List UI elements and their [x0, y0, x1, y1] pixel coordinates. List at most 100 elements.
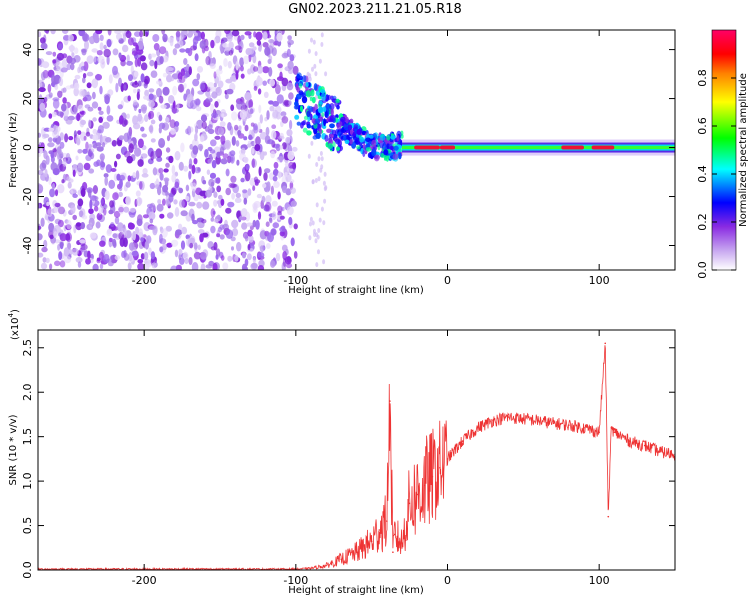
noise-cell — [89, 195, 97, 201]
noise-cell — [51, 74, 56, 85]
noise-cell — [225, 168, 230, 177]
noise-cell — [194, 53, 199, 62]
noise-cell — [166, 212, 174, 219]
noise-cell — [179, 48, 186, 53]
noise-cell — [215, 68, 223, 75]
noise-cell — [252, 54, 257, 64]
noise-cell — [149, 218, 154, 224]
noise-cell — [144, 240, 149, 250]
noise-cell — [84, 94, 92, 102]
noise-cell — [45, 30, 50, 35]
noise-cell — [77, 149, 83, 154]
y-tick-label: 0 — [21, 144, 34, 151]
transition-cell — [327, 143, 333, 150]
noise-cell — [265, 201, 272, 212]
noise-cell — [210, 39, 215, 49]
noise-cell — [162, 185, 169, 193]
noise-cell — [38, 202, 41, 209]
noise-cell — [40, 71, 46, 81]
noise-cell — [150, 251, 156, 260]
noise-cell — [286, 82, 294, 91]
noise-cell — [189, 99, 198, 110]
noise-cell — [112, 238, 117, 247]
transition-cell — [371, 139, 377, 147]
noise-cell — [170, 265, 178, 270]
noise-cell — [92, 117, 97, 122]
transition-cell — [359, 136, 365, 143]
noise-cell — [267, 58, 272, 64]
transition-cell — [343, 134, 347, 141]
noise-cell — [235, 70, 239, 80]
transition-cell — [305, 90, 312, 98]
noise-cell — [82, 77, 86, 84]
snr-point — [325, 564, 327, 567]
transition-cell — [396, 135, 400, 142]
noise-cell — [120, 59, 126, 67]
noise-cell — [59, 260, 66, 268]
noise-cell — [144, 114, 149, 122]
transition-cell — [331, 129, 337, 135]
noise-cell — [219, 121, 226, 127]
noise-cell — [315, 162, 319, 167]
noise-cell — [54, 260, 61, 267]
noise-cell — [72, 214, 77, 221]
noise-cell — [173, 185, 180, 191]
snr-point — [659, 450, 661, 453]
noise-cell — [277, 135, 285, 140]
transition-cell — [302, 127, 308, 133]
snr-point — [461, 440, 464, 442]
noise-cell — [86, 82, 92, 89]
noise-cell — [199, 252, 207, 260]
noise-cell — [91, 48, 98, 53]
snr-scale-label: (x10 — [10, 317, 21, 340]
noise-cell — [76, 162, 84, 173]
noise-cell — [178, 248, 183, 256]
noise-cell — [172, 48, 178, 56]
transition-cell — [340, 116, 346, 123]
noise-cell — [156, 156, 163, 162]
noise-cell — [247, 253, 252, 261]
noise-cell — [137, 159, 144, 167]
snr-point — [386, 520, 388, 522]
noise-cell — [126, 113, 130, 119]
transition-cell — [322, 106, 327, 113]
noise-cell — [185, 48, 191, 54]
noise-cell — [222, 153, 229, 159]
noise-cell — [52, 97, 60, 102]
transition-cell — [371, 148, 377, 157]
noise-cell — [119, 237, 125, 247]
noise-cell — [127, 262, 132, 270]
snr-point — [610, 426, 613, 429]
transition-cell — [379, 133, 386, 141]
noise-cell — [129, 207, 136, 213]
noise-cell — [250, 122, 255, 127]
noise-cell — [255, 219, 260, 230]
noise-cell — [253, 85, 258, 91]
noise-cell — [65, 85, 72, 90]
noise-cell — [235, 60, 239, 71]
noise-cell — [236, 241, 242, 252]
noise-cell — [87, 250, 91, 260]
noise-cell — [240, 34, 245, 41]
noise-cell — [98, 110, 104, 116]
noise-cell — [120, 227, 126, 234]
transition-cell — [356, 145, 361, 150]
noise-cell — [231, 219, 239, 229]
noise-cell — [46, 201, 50, 207]
noise-cell — [272, 222, 280, 229]
noise-cell — [148, 125, 153, 133]
noise-cell — [216, 233, 221, 238]
noise-cell — [269, 105, 275, 112]
noise-cell — [252, 66, 259, 72]
noise-cell — [137, 138, 144, 149]
noise-cell — [112, 226, 119, 231]
noise-cell — [247, 243, 251, 251]
noise-cell — [318, 58, 322, 64]
noise-cell — [287, 35, 292, 41]
snr-point — [568, 424, 570, 426]
noise-cell — [132, 115, 139, 125]
noise-cell — [257, 211, 262, 220]
noise-cell — [207, 128, 215, 135]
noise-cell — [42, 257, 47, 263]
noise-cell — [80, 90, 88, 96]
